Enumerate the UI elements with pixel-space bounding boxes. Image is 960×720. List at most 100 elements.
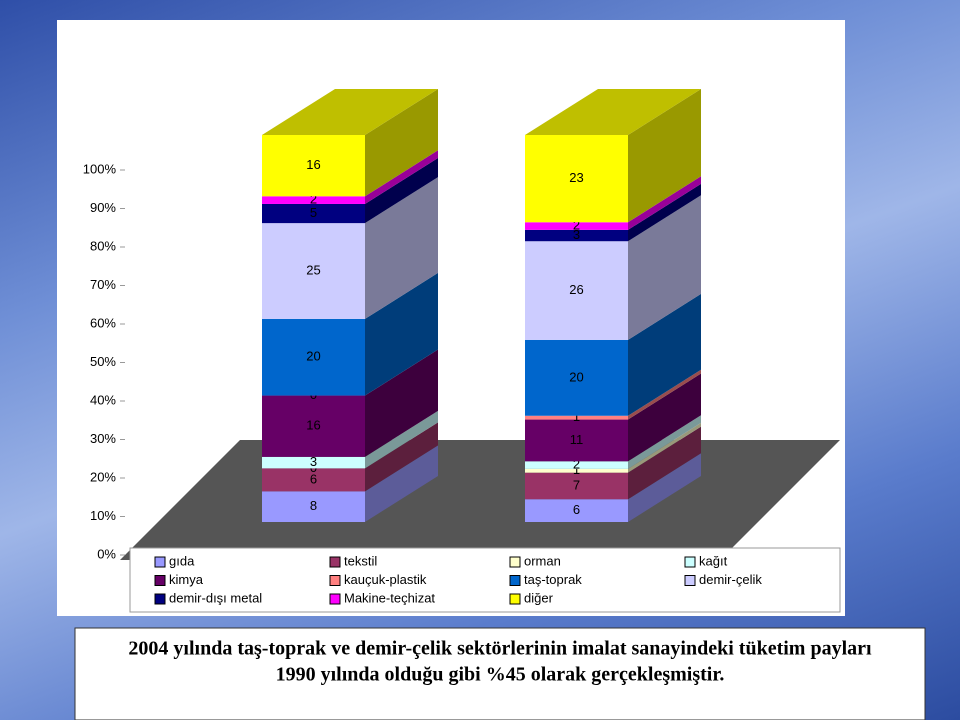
bar-segment — [262, 468, 365, 492]
y-tick-label: 50% — [90, 354, 116, 369]
legend-swatch — [154, 556, 166, 568]
legend-swatch — [154, 593, 166, 605]
y-tick-label: 30% — [90, 431, 116, 446]
bar-segment — [262, 318, 365, 396]
legend-swatch — [509, 593, 521, 605]
legend-swatch — [509, 556, 521, 568]
bar-segment — [262, 456, 365, 469]
data-label: 2 — [573, 457, 580, 472]
bar-side — [628, 373, 701, 462]
y-tick-label: 40% — [90, 392, 116, 407]
legend-swatch — [329, 575, 341, 586]
bar-side — [628, 89, 701, 223]
data-label: 3 — [310, 454, 317, 469]
legend-label: tekstil — [344, 553, 377, 568]
bar-side — [365, 410, 438, 469]
bar-side — [365, 157, 438, 224]
y-tick-label: 90% — [90, 200, 116, 215]
y-tick-label: 10% — [90, 508, 116, 523]
bar-segment — [525, 222, 628, 230]
bar-side — [365, 177, 438, 319]
bar-side — [628, 422, 701, 473]
legend-swatch — [684, 556, 696, 568]
data-label: 1 — [573, 462, 580, 477]
data-label: 2 — [573, 217, 580, 232]
floor — [120, 440, 840, 560]
data-label: 25 — [306, 262, 320, 277]
legend-label: demir-çelik — [699, 572, 762, 587]
data-label: 1 — [573, 409, 580, 424]
y-tick-label: 60% — [90, 315, 116, 330]
bar-side — [628, 453, 701, 522]
data-label: 20 — [569, 369, 583, 384]
bar-segment — [262, 223, 365, 319]
legend-label: kimya — [169, 572, 204, 587]
bar-segment — [525, 419, 628, 462]
legend-label: gıda — [169, 553, 195, 568]
bar-top — [262, 89, 438, 135]
data-label: 6 — [310, 471, 317, 486]
bar-side — [628, 426, 701, 500]
legend-box — [129, 547, 841, 613]
bar-side — [365, 89, 438, 197]
legend-swatch — [684, 575, 696, 586]
bar-segment — [525, 135, 628, 223]
caption-line: 1990 yılında olduğu gibi %45 olarak gerç… — [276, 664, 725, 686]
legend-swatch — [509, 575, 521, 586]
data-label: 11 — [570, 432, 584, 447]
caption-line: 2004 yılında taş-toprak ve demir-çelik s… — [128, 638, 872, 660]
bar-segment — [525, 339, 628, 416]
bar-segment — [525, 461, 628, 469]
data-label: 20 — [306, 349, 320, 364]
data-label: 8 — [310, 498, 317, 513]
data-label: 5 — [310, 205, 317, 220]
bar-segment — [525, 472, 628, 500]
bar-segment — [525, 229, 628, 242]
bar-side — [365, 272, 438, 396]
data-label: 3 — [573, 227, 580, 242]
legend-label: kağıt — [699, 553, 728, 568]
bar-side — [628, 176, 701, 230]
data-label: 23 — [569, 170, 583, 185]
legend-swatch — [329, 556, 341, 568]
data-label: 6 — [573, 502, 580, 517]
bar-top — [525, 89, 701, 135]
bar-side — [628, 293, 701, 416]
legend-swatch — [154, 575, 166, 586]
bar-side — [628, 369, 701, 420]
bar-segment — [525, 241, 628, 340]
bar-segment — [262, 196, 365, 204]
legend-label: orman — [524, 553, 561, 568]
bar-side — [628, 195, 701, 340]
legend-label: kauçuk-plastik — [344, 572, 427, 587]
bar-side — [365, 150, 438, 204]
data-label: 7 — [573, 477, 580, 492]
bar-segment — [262, 135, 365, 197]
bar-side — [365, 349, 438, 457]
bar-side — [628, 183, 701, 242]
bar-segment — [525, 499, 628, 522]
bar-segment — [262, 491, 365, 522]
data-label: 2 — [310, 192, 317, 207]
data-label: 16 — [306, 157, 320, 172]
bar-segment — [262, 395, 365, 457]
legend-label: Makine-teçhizat — [344, 590, 435, 605]
caption-box — [74, 627, 926, 720]
legend-swatch — [329, 593, 341, 605]
bar-segment — [525, 415, 628, 420]
data-label: 16 — [306, 418, 320, 433]
legend-label: demir-dışı metal — [169, 590, 262, 605]
legend-label: taş-toprak — [524, 572, 582, 587]
bar-side — [628, 415, 701, 469]
y-tick-label: 0% — [97, 546, 116, 561]
y-tick-label: 80% — [90, 238, 116, 253]
bar-side — [365, 445, 438, 522]
y-tick-label: 100% — [83, 161, 117, 176]
data-label: 26 — [569, 282, 583, 297]
bar-segment — [262, 203, 365, 224]
y-tick-label: 70% — [90, 277, 116, 292]
bar-side — [365, 422, 438, 492]
legend-label: diğer — [524, 590, 554, 605]
